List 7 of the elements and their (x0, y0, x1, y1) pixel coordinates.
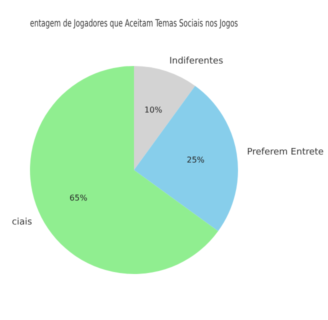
data-label: 10% (144, 106, 163, 115)
data-label: 25% (186, 155, 205, 164)
data-label: 65% (70, 193, 88, 202)
slice-label: Indiferentes (169, 56, 224, 67)
chart-title: entagem de Jogadores que Aceitam Temas Sociais nos Jogos (30, 18, 238, 30)
slice-label: ciais (12, 217, 32, 228)
slice-label: Preferem Entrete (246, 147, 324, 158)
